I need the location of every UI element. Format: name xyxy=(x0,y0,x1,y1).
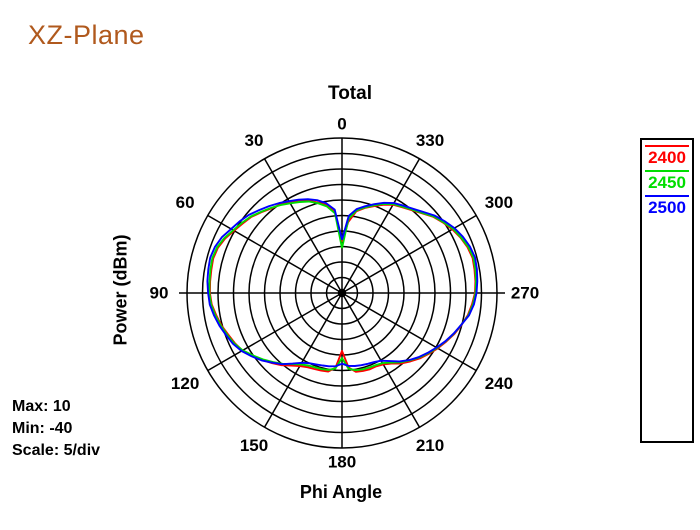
legend-label-2500: 2500 xyxy=(648,198,686,217)
scale-info: Max: 10 Min: -40 Scale: 5/div xyxy=(12,396,100,462)
grid-spoke-60 xyxy=(207,214,343,294)
series-curve-2450 xyxy=(208,200,477,372)
page-title: XZ-Plane xyxy=(28,20,145,50)
legend-label-2400: 2400 xyxy=(648,148,686,167)
chart-title: Total xyxy=(328,83,372,104)
center-dot xyxy=(337,288,347,298)
legend: 2400 2450 2500 xyxy=(640,138,694,443)
grid-spoke-150 xyxy=(263,292,343,428)
y-axis-label: Power (dBm) xyxy=(110,234,131,346)
angle-label-270: 270 xyxy=(511,284,539,303)
legend-line-2450 xyxy=(645,170,689,172)
angle-label-60: 60 xyxy=(176,193,195,212)
legend-line-2500 xyxy=(645,195,689,197)
angle-label-30: 30 xyxy=(245,131,264,150)
angle-label-150: 150 xyxy=(240,436,268,455)
legend-entry-2400: 2400 xyxy=(642,145,692,170)
angle-label-180: 180 xyxy=(328,453,356,472)
grid-spoke-30 xyxy=(263,158,343,294)
grid-spoke-240 xyxy=(341,292,477,372)
angle-label-0: 0 xyxy=(337,115,346,134)
scale-info-scale: Scale: 5/div xyxy=(12,442,101,459)
grid-spoke-330 xyxy=(341,158,421,294)
angle-label-120: 120 xyxy=(171,374,199,393)
angle-label-90: 90 xyxy=(150,284,169,303)
legend-entry-2450: 2450 xyxy=(642,170,692,195)
scale-info-max: Max: 10 xyxy=(12,398,71,415)
grid-spoke-120 xyxy=(207,292,343,372)
x-axis-label: Phi Angle xyxy=(299,482,383,502)
legend-line-2400 xyxy=(645,145,689,147)
legend-entry-2500: 2500 xyxy=(642,195,692,220)
scale-info-min: Min: -40 xyxy=(12,420,73,437)
series-curve-2500 xyxy=(206,198,479,368)
angle-label-210: 210 xyxy=(416,436,444,455)
angle-label-300: 300 xyxy=(485,193,513,212)
angle-label-240: 240 xyxy=(485,374,513,393)
legend-label-2450: 2450 xyxy=(648,173,686,192)
grid-spoke-300 xyxy=(341,214,477,294)
angle-label-330: 330 xyxy=(416,131,444,150)
